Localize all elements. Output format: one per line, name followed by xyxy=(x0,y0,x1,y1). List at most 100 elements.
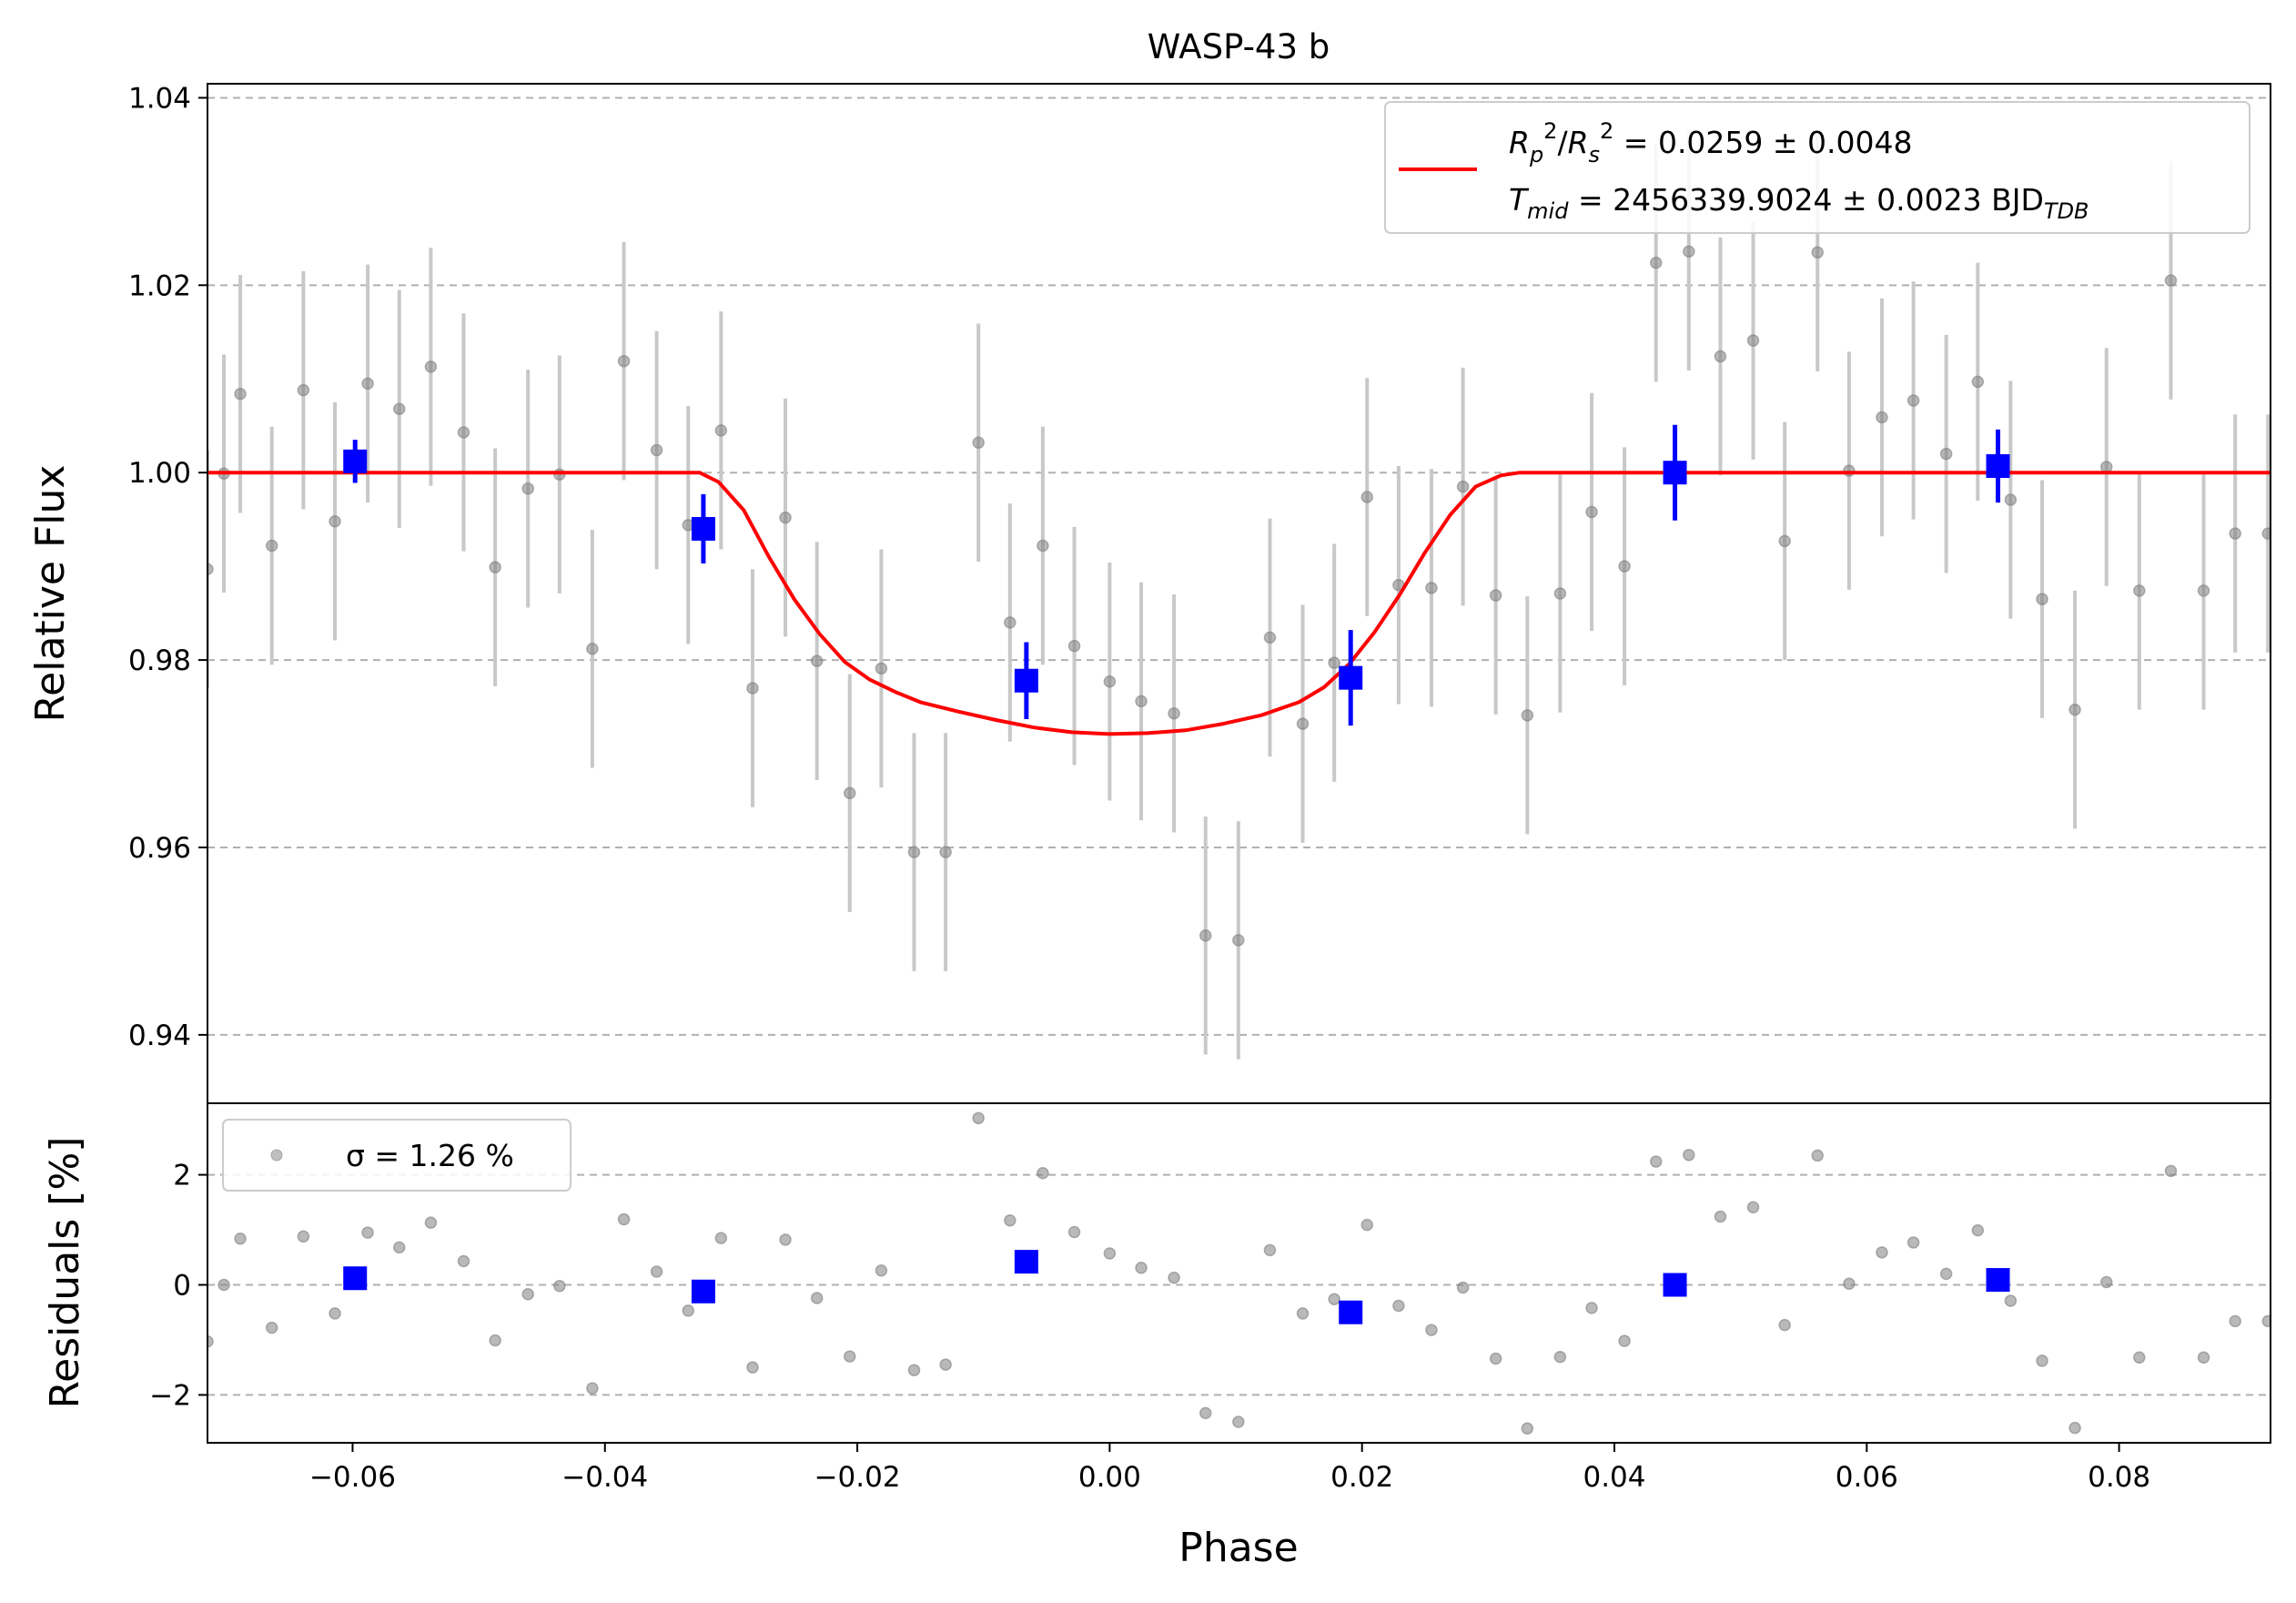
residual-binned-point xyxy=(1339,1300,1363,1324)
chart-title: WASP-43 b xyxy=(1148,27,1330,66)
residual-plot-frame xyxy=(207,1102,2271,1444)
residual-binned-point xyxy=(343,1266,368,1291)
residual-raw-point xyxy=(1135,1262,1148,1274)
residual-raw-point xyxy=(424,1216,438,1229)
main-errorbars xyxy=(207,132,2271,1060)
residual-raw-point xyxy=(586,1382,599,1395)
residual-gridlines xyxy=(207,1173,2271,1396)
raw-point xyxy=(875,662,888,675)
residual-y-tick-label: 0 xyxy=(173,1269,191,1302)
raw-point xyxy=(1618,560,1631,573)
raw-point xyxy=(424,360,438,373)
residual-raw-point xyxy=(1360,1218,1373,1232)
raw-point xyxy=(265,539,278,553)
residual-raw-point xyxy=(779,1233,792,1246)
residual-legend-box xyxy=(222,1119,571,1192)
residual-raw-point xyxy=(875,1264,888,1277)
residual-binned-point xyxy=(1986,1268,2010,1293)
raw-point xyxy=(1425,582,1438,594)
raw-point xyxy=(1328,656,1340,669)
legend-sigma-label: σ = 1.26 % xyxy=(346,1138,514,1173)
raw-point xyxy=(207,563,214,575)
legend-rp-text: R xyxy=(1509,125,1530,160)
residual-raw-point xyxy=(844,1350,856,1363)
residual-raw-point xyxy=(2261,1314,2271,1328)
residual-binned-point xyxy=(1014,1250,1038,1274)
x-tick-label: −0.02 xyxy=(814,1461,901,1494)
residual-binned-points xyxy=(343,1250,2010,1324)
residual-raw-point xyxy=(1746,1201,1760,1214)
raw-point xyxy=(1489,589,1502,602)
raw-point xyxy=(1553,587,1567,600)
residual-raw-point xyxy=(1683,1149,1695,1162)
raw-point xyxy=(586,642,599,655)
x-tick-label: 0.04 xyxy=(1583,1461,1645,1494)
legend-raw-marker xyxy=(270,1149,283,1162)
raw-point xyxy=(1521,709,1534,722)
x-tick-label: 0.06 xyxy=(1836,1461,1898,1494)
raw-point xyxy=(1778,534,1791,548)
residual-raw-point xyxy=(1392,1299,1405,1313)
legend-tmid-label: Tmid = 2456339.9024 ± 0.0023 BJDTDB xyxy=(1509,182,2089,224)
residual-raw-point xyxy=(1232,1415,1245,1428)
binned-point xyxy=(1339,665,1363,690)
residual-raw-points xyxy=(207,1111,2271,1436)
residual-raw-point xyxy=(234,1232,247,1245)
raw-point xyxy=(1456,480,1470,493)
raw-point xyxy=(1135,695,1148,708)
raw-point xyxy=(329,514,341,528)
raw-point xyxy=(1232,934,1245,947)
residual-raw-point xyxy=(1521,1422,1534,1436)
residual-legend: σ = 1.26 % xyxy=(222,1119,571,1192)
residual-raw-point xyxy=(682,1304,695,1317)
residual-raw-point xyxy=(1489,1352,1502,1365)
raw-point xyxy=(650,443,663,457)
raw-point xyxy=(1037,539,1049,553)
residual-raw-point xyxy=(2197,1351,2210,1365)
x-tick-label: −0.04 xyxy=(561,1461,648,1494)
raw-point xyxy=(457,426,470,439)
x-tick-label: 0.08 xyxy=(2088,1461,2150,1494)
main-y-tick-label: 1.02 xyxy=(128,269,191,302)
residual-raw-point xyxy=(1585,1302,1598,1314)
residual-raw-point xyxy=(489,1334,501,1347)
raw-point xyxy=(2197,584,2210,597)
raw-point xyxy=(1811,246,1824,259)
residual-raw-point xyxy=(1103,1247,1117,1260)
main-model-curve xyxy=(207,471,2271,736)
raw-point xyxy=(1939,447,1953,461)
raw-point xyxy=(1067,639,1081,653)
main-y-tick-label: 0.94 xyxy=(128,1020,191,1052)
main-y-tick-label: 1.04 xyxy=(128,82,191,115)
raw-point xyxy=(939,846,952,858)
main-raw-points xyxy=(207,245,2271,947)
raw-point xyxy=(2229,527,2241,540)
legend-rp-rs-label: Rp2/Rs2 = 0.0259 ± 0.0048 xyxy=(1509,118,1913,167)
raw-point xyxy=(1199,928,1212,942)
binned-point xyxy=(1014,668,1038,693)
main-y-tick-label: 0.96 xyxy=(128,832,191,865)
residual-raw-point xyxy=(1067,1225,1081,1239)
residual-raw-point xyxy=(1263,1243,1277,1257)
raw-point xyxy=(393,402,406,415)
residual-raw-point xyxy=(1553,1350,1567,1364)
residual-raw-point xyxy=(393,1241,406,1254)
main-y-axis-label: Relative Flux xyxy=(27,465,74,723)
main-y-ticks: 0.94 0.96 0.98 1.00 1.02 1.04 xyxy=(128,82,207,1052)
binned-point xyxy=(1986,454,2010,478)
raw-point xyxy=(1585,505,1598,519)
raw-point xyxy=(1971,375,1985,389)
residual-raw-point xyxy=(2036,1354,2048,1367)
residual-raw-point xyxy=(329,1307,341,1320)
residual-binned-point xyxy=(691,1279,715,1304)
residual-raw-point xyxy=(265,1321,278,1334)
raw-point xyxy=(972,436,985,450)
residual-raw-point xyxy=(617,1212,631,1226)
residual-raw-point xyxy=(2099,1275,2113,1289)
residual-raw-point xyxy=(457,1254,470,1268)
raw-point xyxy=(2068,703,2081,716)
residual-raw-point xyxy=(810,1292,824,1304)
residual-raw-point xyxy=(1843,1277,1856,1291)
raw-point xyxy=(1004,616,1017,629)
residual-raw-point xyxy=(2229,1314,2241,1328)
